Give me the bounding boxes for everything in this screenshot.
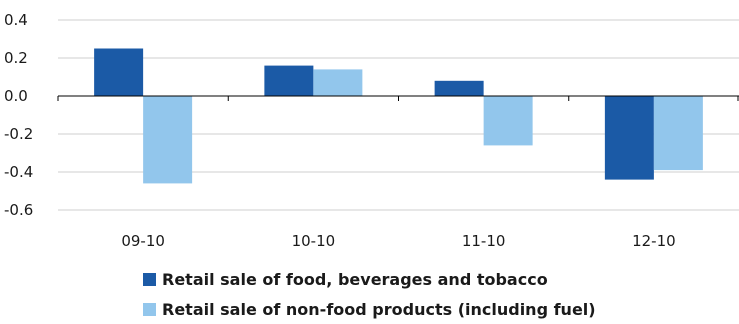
x-tick-label: 12-10 — [632, 232, 676, 250]
x-tick-label: 09-10 — [121, 232, 165, 250]
legend-label-non-food: Retail sale of non-food products (includ… — [162, 299, 596, 319]
bar-food-09-10 — [94, 48, 144, 96]
legend-label-food: Retail sale of food, beverages and tobac… — [162, 269, 548, 289]
bar-non-food-12-10 — [653, 96, 703, 171]
legend-item-non-food: Retail sale of non-food products (includ… — [143, 294, 596, 324]
legend-item-food: Retail sale of food, beverages and tobac… — [143, 264, 596, 294]
x-tick-label: 11-10 — [462, 232, 506, 250]
y-tick-label: 0.0 — [4, 87, 28, 105]
bars — [94, 48, 703, 184]
legend-swatch-non-food — [143, 302, 156, 316]
bar-non-food-11-10 — [483, 96, 533, 146]
bar-food-11-10 — [434, 80, 484, 96]
y-axis-tick-labels: 0.4 0.2 0.0 -0.2 -0.4 -0.6 — [4, 11, 33, 219]
y-tick-label: -0.2 — [4, 125, 33, 143]
x-tick-label: 10-10 — [292, 232, 336, 250]
x-axis — [57, 95, 739, 101]
bar-food-10-10 — [264, 65, 314, 96]
y-tick-label: -0.4 — [4, 163, 33, 181]
y-tick-label: 0.2 — [4, 49, 28, 67]
bar-non-food-09-10 — [143, 96, 193, 184]
bar-non-food-10-10 — [313, 69, 363, 96]
bar-food-12-10 — [604, 96, 654, 180]
y-tick-label: 0.4 — [4, 11, 28, 29]
legend: Retail sale of food, beverages and tobac… — [143, 264, 596, 324]
y-tick-label: -0.6 — [4, 201, 33, 219]
legend-swatch-food — [143, 272, 156, 286]
x-axis-tick-labels: 09-10 10-10 11-10 12-10 — [121, 232, 675, 250]
